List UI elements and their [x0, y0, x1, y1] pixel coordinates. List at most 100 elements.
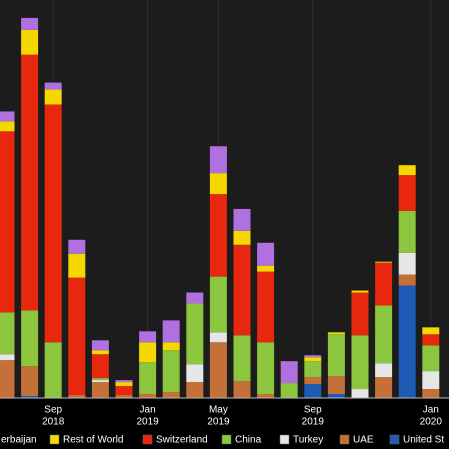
legend-label: erbaijan: [1, 435, 37, 446]
bar-segment: [21, 366, 39, 397]
bar-segment: [162, 350, 180, 393]
bar-segment: [422, 345, 440, 372]
bar-segment: [21, 396, 39, 398]
bar-segment: [139, 342, 157, 363]
bar-segment: [0, 354, 15, 361]
bar-segment: [351, 290, 369, 293]
x-tick-year: 2019: [302, 417, 325, 428]
bar-segment: [280, 383, 298, 398]
legend-label: UAE: [353, 435, 374, 446]
bar-segment: [21, 29, 39, 55]
bar-segment: [21, 17, 39, 30]
bar-segment: [209, 276, 227, 333]
bar-segment: [186, 303, 204, 365]
bar-segment: [139, 362, 157, 395]
bar-segment: [233, 381, 251, 398]
x-tick-year: 2020: [420, 417, 443, 428]
bar-segment: [0, 360, 15, 398]
bar-segment: [44, 342, 62, 398]
bar-segment: [68, 277, 86, 396]
x-tick-label: Jan: [140, 405, 156, 416]
bars: [0, 17, 440, 398]
bar-segment: [375, 377, 393, 398]
bar-segment: [398, 175, 416, 211]
legend-swatch: [389, 434, 400, 445]
x-tick-label: May: [209, 405, 228, 416]
legend-swatch: [221, 434, 232, 445]
bar-segment: [209, 173, 227, 195]
bar-segment: [21, 54, 39, 311]
bar-segment: [0, 131, 15, 313]
bar-segment: [233, 208, 251, 231]
bar-segment: [422, 334, 440, 346]
legend-swatch: [339, 434, 350, 445]
bar-segment: [209, 146, 227, 174]
bar-segment: [351, 292, 369, 336]
bar-segment: [233, 244, 251, 336]
bar-segment: [304, 384, 322, 398]
bar-segment: [91, 378, 109, 381]
x-tick-label: Sep: [44, 405, 62, 416]
bar-segment: [91, 354, 109, 379]
bar-segment: [280, 361, 298, 384]
bar-segment: [115, 395, 133, 398]
bar-segment: [304, 357, 322, 362]
bar-segment: [186, 382, 204, 398]
bar-segment: [162, 342, 180, 351]
bar-segment: [304, 355, 322, 358]
bar-segment: [398, 252, 416, 275]
bar-segment: [162, 320, 180, 343]
legend-label: Turkey: [293, 435, 323, 446]
bar-segment: [91, 382, 109, 398]
bar-segment: [398, 274, 416, 286]
x-tick-year: 2018: [42, 417, 65, 428]
legend-swatch: [279, 434, 290, 445]
bar-segment: [115, 382, 133, 387]
bar-segment: [375, 261, 393, 263]
bar-segment: [351, 389, 369, 398]
legend: erbaijan Rest of World Switzerland China Tur…: [1, 434, 444, 446]
legend-label: United St: [403, 435, 444, 446]
bar-segment: [257, 242, 275, 266]
bar-segment: [162, 392, 180, 398]
bar-segment: [209, 342, 227, 398]
bar-segment: [327, 334, 345, 377]
bar-segment: [21, 310, 39, 367]
bar-segment: [44, 104, 62, 343]
bar-segment: [422, 389, 440, 398]
bar-segment: [422, 327, 440, 335]
bar-segment: [327, 376, 345, 395]
x-tick-year: 2019: [207, 417, 230, 428]
bar-segment: [0, 121, 15, 132]
bar-segment: [233, 335, 251, 382]
legend-swatch: [49, 434, 60, 445]
bar-segment: [209, 332, 227, 343]
bar-segment: [327, 394, 345, 398]
bar-segment: [375, 262, 393, 306]
bar-segment: [91, 350, 109, 355]
bar-segment: [68, 395, 86, 398]
legend-label: Rest of World: [63, 435, 123, 446]
bar-segment: [233, 230, 251, 245]
bar-segment: [304, 377, 322, 385]
bar-segment: [186, 364, 204, 383]
bar-segment: [375, 305, 393, 364]
bar-segment: [0, 312, 15, 355]
bar-segment: [327, 332, 345, 335]
x-tick-year: 2019: [136, 417, 159, 428]
bar-segment: [398, 165, 416, 176]
bar-segment: [257, 394, 275, 398]
bar-segment: [351, 335, 369, 390]
bar-segment: [209, 194, 227, 277]
bar-segment: [68, 253, 86, 278]
bar-segment: [257, 265, 275, 272]
bar-segment: [139, 394, 157, 398]
x-tick-label: Sep: [304, 405, 322, 416]
legend-label: Switzerland: [156, 435, 208, 446]
bar-segment: [0, 111, 15, 122]
bar-segment: [375, 363, 393, 378]
bar-segment: [257, 271, 275, 343]
bar-segment: [68, 239, 86, 254]
